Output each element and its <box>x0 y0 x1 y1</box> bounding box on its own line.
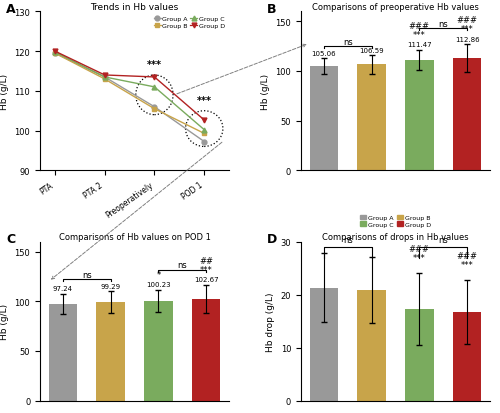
Bar <box>358 65 386 171</box>
Line: Group B: Group B <box>52 52 206 136</box>
Text: B: B <box>267 3 276 16</box>
Group C <box>102 75 107 80</box>
Text: ###
***: ### *** <box>456 16 477 34</box>
Bar <box>48 304 77 401</box>
Bar <box>453 59 482 171</box>
Group D <box>52 50 58 55</box>
Text: ###
***: ### *** <box>409 21 430 40</box>
Y-axis label: Hb (g/L): Hb (g/L) <box>0 304 9 339</box>
Text: A: A <box>6 3 16 16</box>
Bar <box>405 309 434 401</box>
Group A <box>52 52 58 57</box>
Bar <box>358 290 386 401</box>
Group A <box>152 105 158 110</box>
Line: Group D: Group D <box>52 50 206 123</box>
Text: ns: ns <box>438 20 448 29</box>
Y-axis label: Hb (g/L): Hb (g/L) <box>261 74 270 109</box>
Text: *: * <box>156 270 160 279</box>
Group B <box>201 132 207 137</box>
Text: ###
***: ### *** <box>409 244 430 262</box>
Bar <box>405 60 434 171</box>
Group C <box>152 85 158 90</box>
Text: ##
***: ## *** <box>199 256 213 274</box>
Bar <box>192 299 220 401</box>
Group D <box>102 73 107 78</box>
Legend: Group A, Group B, Group C, Group D: Group A, Group B, Group C, Group D <box>152 16 226 30</box>
Line: Group C: Group C <box>52 50 206 133</box>
Text: ns: ns <box>82 271 92 279</box>
Group B <box>52 52 58 57</box>
Group C <box>52 50 58 55</box>
Text: D: D <box>267 233 277 246</box>
Group B <box>102 77 107 82</box>
Text: 112.86: 112.86 <box>455 37 479 43</box>
Group A <box>102 75 107 80</box>
Text: ***: *** <box>196 95 212 105</box>
Bar <box>144 301 172 401</box>
Y-axis label: Hb (g/L): Hb (g/L) <box>0 74 9 109</box>
Bar <box>310 288 338 401</box>
Title: Trends in Hb values: Trends in Hb values <box>90 2 178 12</box>
Legend: Group A, Group C, Group B, Group D: Group A, Group C, Group B, Group D <box>360 215 432 228</box>
Text: ns: ns <box>178 261 187 269</box>
Group C <box>201 128 207 133</box>
Line: Group A: Group A <box>52 52 206 145</box>
Y-axis label: Hb drop (g/L): Hb drop (g/L) <box>266 292 275 351</box>
Text: ***: *** <box>147 60 162 70</box>
Text: 99.29: 99.29 <box>100 283 120 289</box>
Title: Comparisons of preoperative Hb values: Comparisons of preoperative Hb values <box>312 2 479 12</box>
Text: 111.47: 111.47 <box>407 42 432 48</box>
Text: 102.67: 102.67 <box>194 277 218 282</box>
Group B <box>152 107 158 112</box>
Title: Comparisons of drops in Hb values: Comparisons of drops in Hb values <box>322 233 469 241</box>
Text: ns: ns <box>343 38 352 47</box>
Text: 100.23: 100.23 <box>146 282 171 287</box>
Text: 106.59: 106.59 <box>360 47 384 54</box>
Text: 105.06: 105.06 <box>312 50 336 57</box>
Text: 97.24: 97.24 <box>53 285 73 292</box>
Group D <box>201 118 207 123</box>
Text: ###
***: ### *** <box>456 252 477 270</box>
Bar <box>96 302 125 401</box>
Text: ns: ns <box>343 236 352 245</box>
Text: C: C <box>6 233 15 246</box>
Bar <box>453 312 482 401</box>
Bar <box>310 67 338 171</box>
Text: ns: ns <box>438 236 448 245</box>
Group D <box>152 75 158 80</box>
Group A <box>201 140 207 145</box>
Title: Comparisons of Hb values on POD 1: Comparisons of Hb values on POD 1 <box>58 233 210 241</box>
